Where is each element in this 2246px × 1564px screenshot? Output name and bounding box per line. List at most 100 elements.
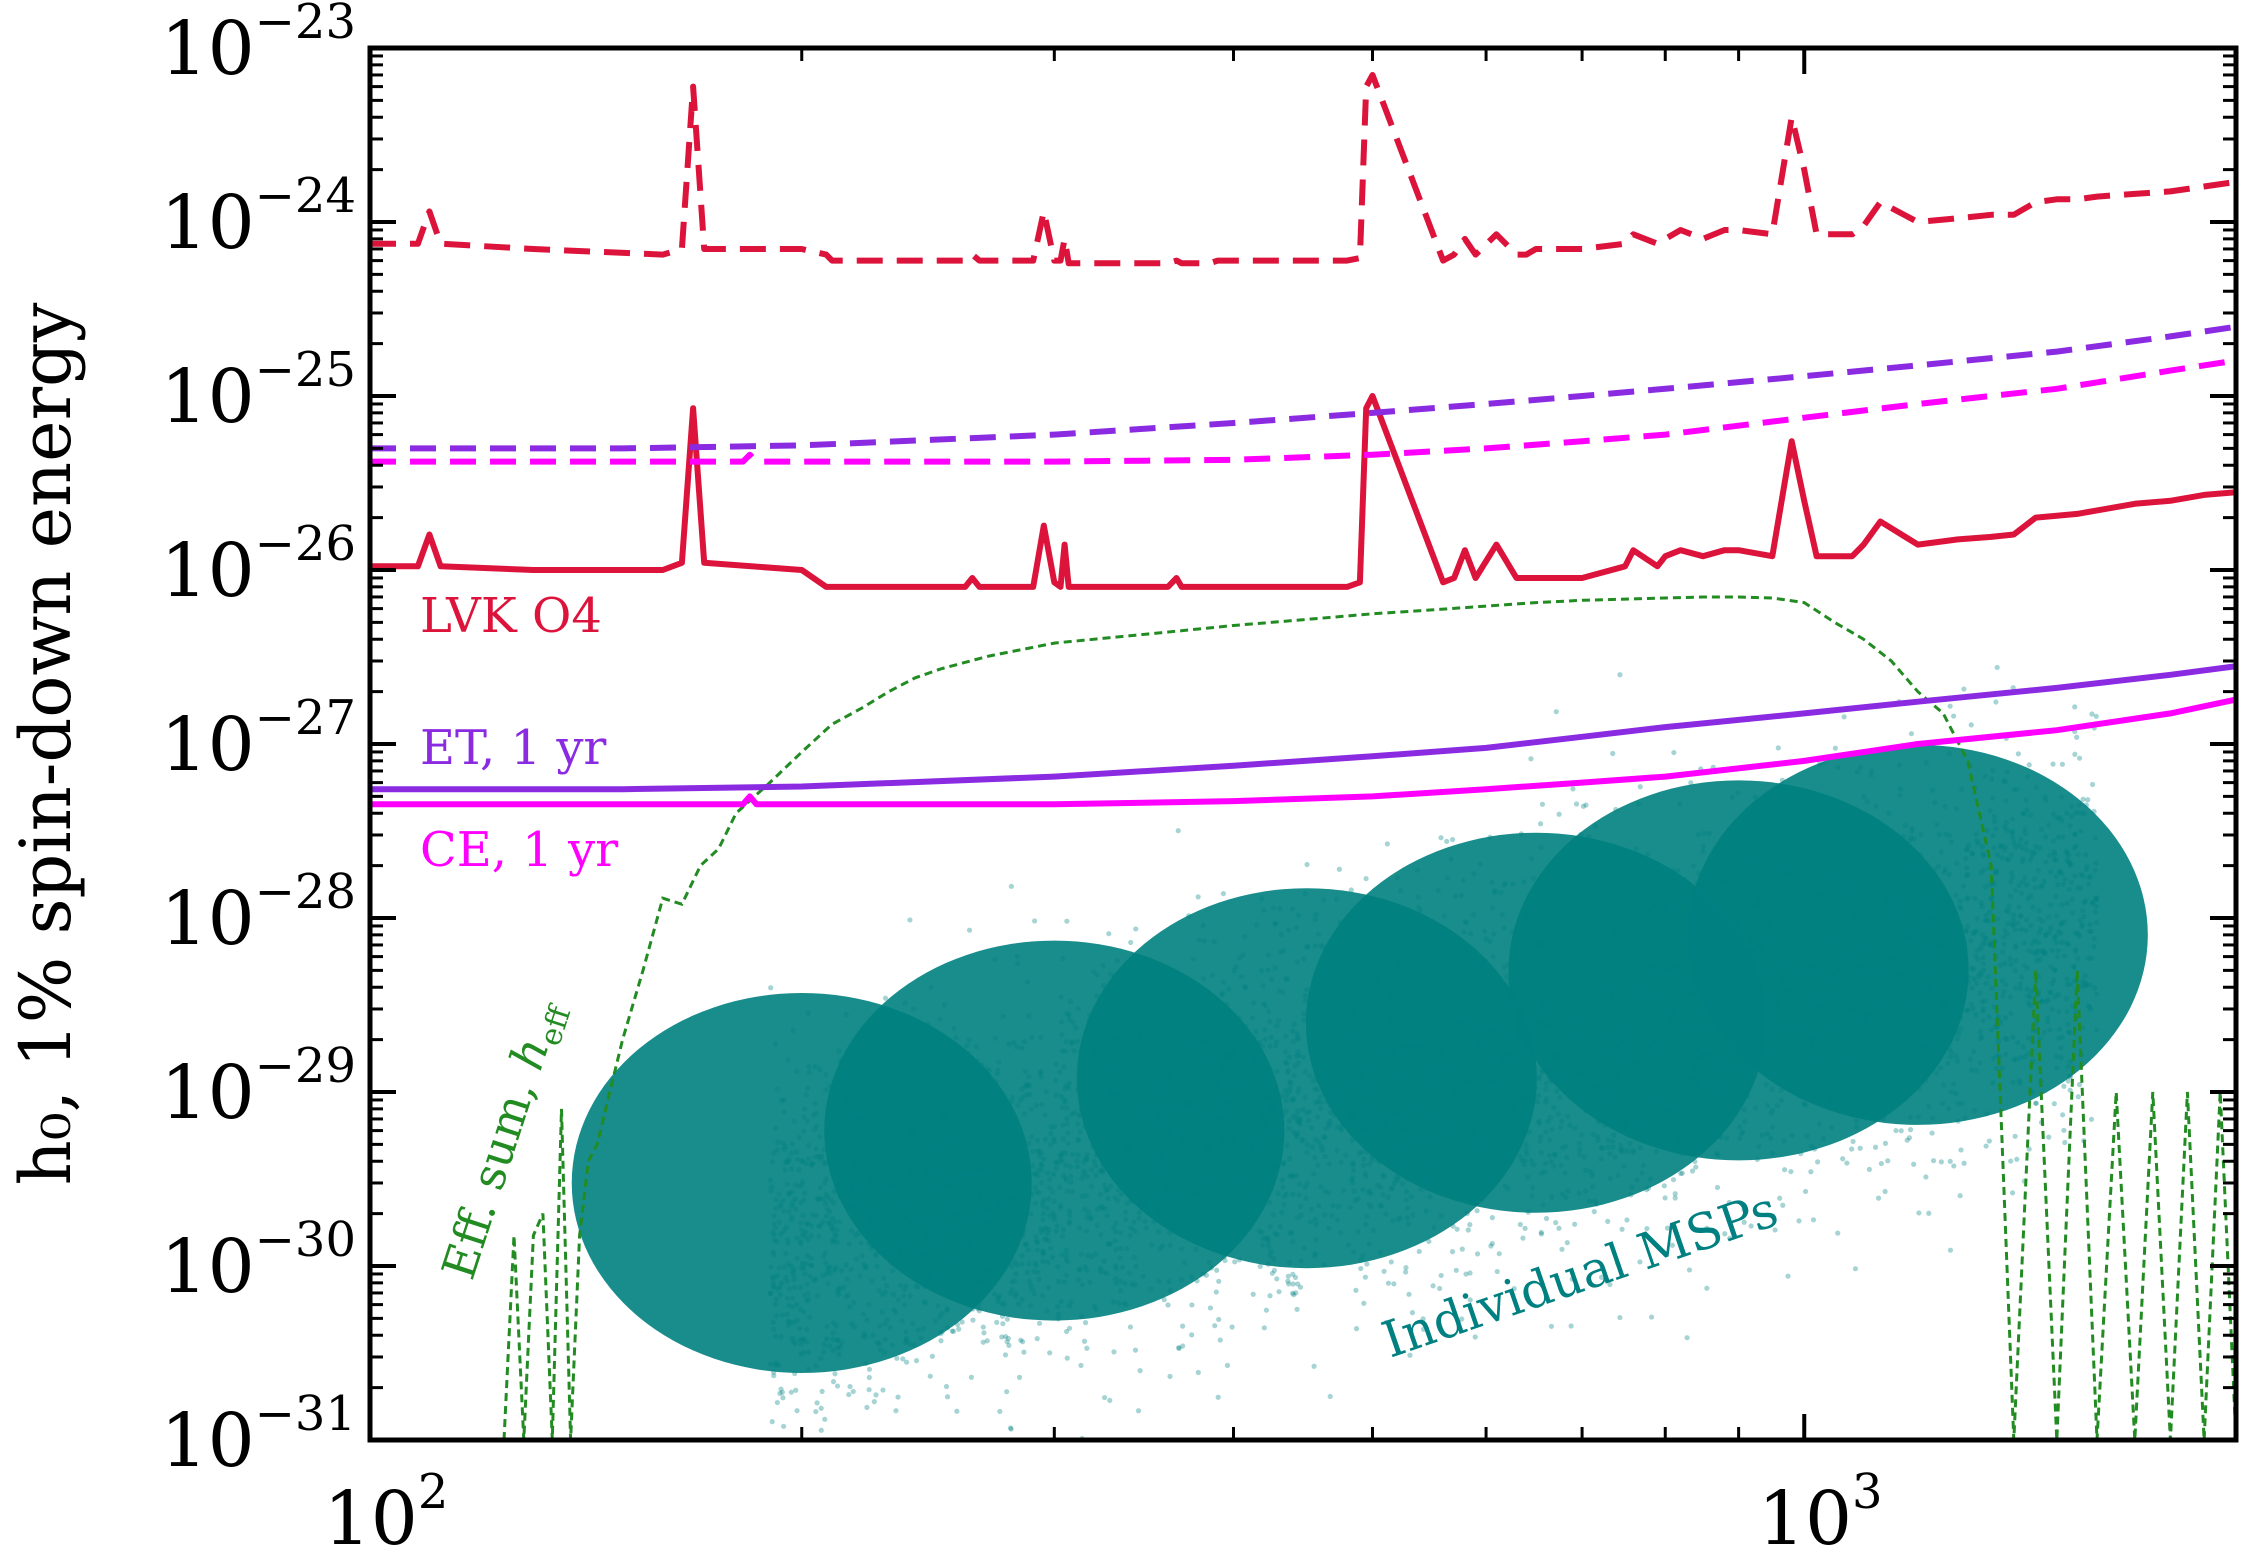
msp-point [1128,939,1134,946]
msp-point [1317,1093,1323,1100]
msp-point [1659,873,1665,879]
msp-point [1717,1086,1723,1092]
msp-point [982,1186,989,1193]
msp-point [1812,1030,1818,1036]
msp-point [1200,922,1206,928]
msp-point [1896,1008,1902,1014]
msp-point [2047,989,2053,995]
msp-point [1535,974,1542,980]
msp-point [1645,1131,1651,1137]
msp-point [1388,992,1394,998]
msp-point [1907,1127,1914,1133]
msp-point [1688,1012,1695,1018]
msp-point [1481,1116,1487,1122]
msp-point [1273,1165,1279,1172]
msp-point [1613,1031,1619,1038]
msp-point [1063,1272,1069,1278]
msp-point [1242,1175,1248,1181]
msp-point [1945,969,1952,975]
msp-point [1838,883,1844,889]
msp-point [1321,1262,1327,1268]
msp-point [1916,924,1922,930]
msp-point [1869,982,1875,989]
msp-point [1431,1224,1437,1231]
msp-point [1103,1113,1109,1119]
msp-point [1538,1170,1545,1176]
msp-point [1320,944,1327,950]
msp-point [1442,1068,1448,1075]
msp-point [1938,849,1944,855]
msp-point [1359,1031,1366,1037]
msp-point [817,1185,823,1191]
msp-point [2085,955,2091,961]
msp-point [2054,913,2060,919]
msp-point [1409,969,1415,975]
msp-point [1537,1002,1544,1009]
msp-point [1389,1185,1395,1191]
msp-point [1078,1048,1084,1055]
msp-point [1155,1112,1161,1118]
msp-point [1350,1032,1357,1038]
msp-point [1043,1236,1049,1242]
msp-point [1591,1209,1597,1215]
msp-point [1038,1034,1044,1041]
msp-point [1104,1186,1111,1193]
msp-point [1182,1139,1188,1145]
msp-point [869,1144,876,1150]
msp-point [1955,938,1962,944]
msp-point [1220,1062,1226,1068]
msp-point [1053,1159,1059,1165]
msp-point [1904,934,1910,941]
msp-point [1301,1245,1308,1251]
msp-point [1167,1126,1173,1132]
msp-point [1100,1060,1107,1067]
msp-point [1513,985,1519,992]
msp-point [1133,1084,1139,1090]
msp-point [1837,839,1844,846]
msp-point [903,1335,910,1341]
msp-point [1085,1078,1091,1085]
msp-point [1375,1072,1381,1078]
msp-point [1808,1022,1814,1028]
msp-point [1404,1036,1410,1042]
msp-point [1112,1034,1119,1040]
msp-point [1918,922,1924,928]
msp-point [1659,971,1665,977]
msp-point [944,1394,951,1400]
msp-point [1732,1042,1738,1048]
msp-point [1639,1170,1645,1176]
msp-point [1064,1121,1070,1127]
msp-point [784,1311,790,1317]
msp-point [1380,1192,1386,1198]
msp-point [1734,1068,1741,1074]
msp-point [1449,1134,1455,1140]
msp-point [925,1021,931,1027]
msp-point [1882,1188,1888,1195]
msp-point [1202,1160,1208,1166]
msp-point [973,1173,979,1179]
msp-point [1933,940,1939,946]
msp-point [1344,1082,1350,1088]
msp-point [1061,1097,1068,1103]
msp-point [769,1159,775,1165]
msp-point [1012,1278,1018,1284]
msp-point [1576,905,1583,911]
msp-point [1322,1032,1328,1038]
msp-point [1879,908,1885,914]
msp-point [1107,1127,1113,1133]
msp-point [1730,829,1736,835]
msp-point [2092,867,2098,874]
msp-point [1394,1159,1400,1165]
msp-point [1950,1081,1957,1087]
msp-point [1190,956,1197,962]
msp-point [1461,929,1467,935]
msp-point [1435,974,1442,980]
msp-point [1430,1186,1436,1192]
msp-point [1159,1243,1166,1249]
msp-point [1133,1112,1139,1118]
msp-point [1593,1201,1600,1207]
msp-point [1480,999,1486,1005]
msp-point [1331,1106,1337,1112]
msp-point [935,1170,942,1177]
msp-point [1253,1049,1259,1055]
